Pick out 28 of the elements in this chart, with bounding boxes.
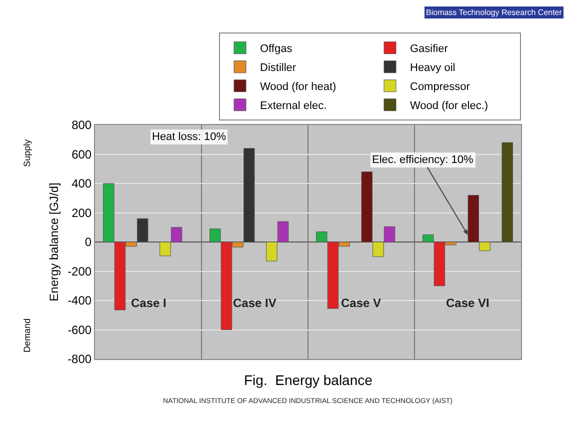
legend-label: Gasifier [410,43,448,56]
y-tick-label: -200 [68,264,92,278]
x-tick-label: Case IV [233,296,276,310]
text: Demand [22,318,32,352]
x-tick-label: Case V [341,296,382,310]
y-tick-label: 600 [72,147,92,162]
y-tick-label: 200 [72,206,92,220]
legend-label: Offgas [260,43,293,56]
legend-label: Distiller [260,62,296,74]
legend-label: Wood (for elec.) [410,100,488,112]
x-tick-label: Case I [131,296,166,310]
y-tick-label: 400 [72,176,92,191]
legend-label: Compressor [410,81,470,94]
text: Biomass Technology Research Center [426,8,562,17]
annotation: Heat loss: 10% [152,131,226,143]
text: Fig. Energy balance [244,372,373,388]
legend-label: External elec. [260,100,327,112]
y-tick-label: -400 [68,294,92,308]
y-tick-label: -800 [68,352,92,366]
y-tick-label: 800 [72,118,92,132]
x-tick-label: Case VI [446,296,490,310]
annotation: Elec. efficiency: 10% [372,154,474,166]
legend-label: Wood (for heat) [260,81,336,94]
text: Supply [22,138,32,167]
y-tick-label: 0 [84,235,92,250]
y-axis-title: Energy balance [GJ/d] [46,182,61,302]
legend-label: Heavy oil [410,62,456,74]
y-tick-label: -600 [68,322,92,337]
